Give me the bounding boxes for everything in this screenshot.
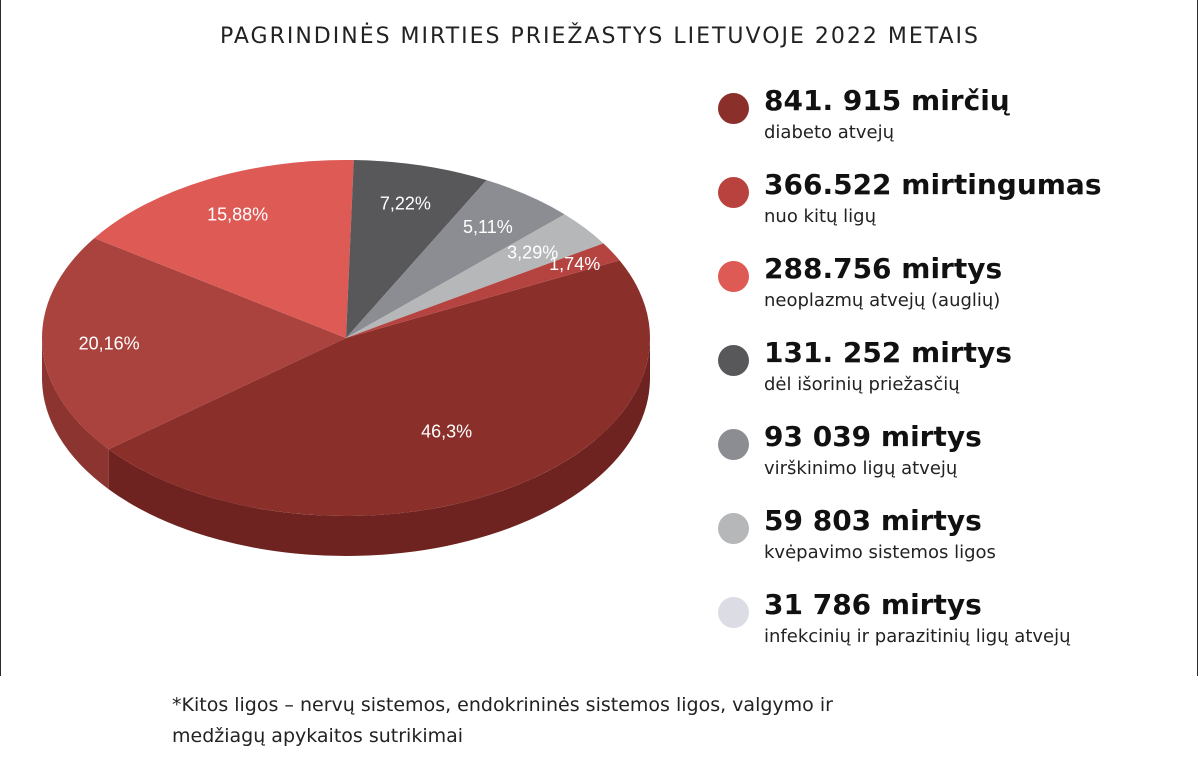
legend-description: nuo kitų ligų	[764, 206, 876, 227]
pie-labels: 46,3% 20,16% 15,88% 7,22% 5,11% 3,29%1,74%	[79, 194, 601, 442]
legend-item: 31 786 mirtys infekcinių ir parazitinių l…	[718, 588, 1188, 672]
legend-swatch	[718, 345, 749, 376]
pie-slices	[42, 159, 651, 517]
pie-slice	[94, 159, 354, 338]
legend-value: 59 803 mirtys	[764, 504, 982, 537]
chart-title: PAGRINDINĖS MIRTIES PRIEŽASTYS LIETUVOJE…	[220, 24, 980, 49]
pie-slice	[346, 243, 620, 338]
pie-slice	[42, 238, 347, 450]
legend-swatch	[718, 177, 749, 208]
pie-slice-label: 3,29%	[507, 242, 558, 262]
legend-value: 841. 915 mirčių	[764, 84, 1010, 117]
legend-value: 31 786 mirtys	[764, 588, 982, 621]
pie-slice-label: 7,22%	[380, 194, 431, 214]
legend-description: neoplazmų atvejų (auglių)	[764, 290, 1001, 311]
legend-swatch	[718, 597, 749, 628]
legend-value: 131. 252 mirtys	[764, 336, 1012, 369]
legend-description: dėl išorinių priežasčių	[764, 374, 960, 395]
pie-slice	[108, 260, 651, 517]
pie-slice-label: 20,16%	[79, 334, 140, 354]
legend: 841. 915 mirčių diabeto atvejų 366.522 mir…	[718, 84, 1188, 672]
pie-slice-label: 5,11%	[463, 217, 513, 237]
pie-chart: 46,3% 20,16% 15,88% 7,22% 5,11% 3,29%1,74%	[42, 159, 651, 556]
legend-description: infekcinių ir parazitinių ligų atvejų	[764, 626, 1071, 647]
pie-slice-label: 1,74%	[549, 254, 600, 274]
footnote: *Kitos ligos – nervų sistemos, endokrini…	[172, 690, 1072, 752]
legend-swatch	[718, 93, 749, 124]
legend-value: 93 039 mirtys	[764, 420, 982, 453]
legend-item: 59 803 mirtys kvėpavimo sistemos ligos	[718, 504, 1188, 588]
footnote-line-1: *Kitos ligos – nervų sistemos, endokrini…	[172, 694, 833, 716]
chart-frame	[0, 0, 1198, 676]
pie-slice-side	[108, 338, 651, 556]
legend-value: 366.522 mirtingumas	[764, 168, 1102, 201]
legend-item: 288.756 mirtys neoplazmų atvejų (auglių)	[718, 252, 1188, 336]
footnote-line-2: medžiagų apykaitos sutrikimai	[172, 725, 464, 747]
legend-description: virškinimo ligų atvejų	[764, 458, 958, 479]
pie-slice	[346, 180, 565, 338]
legend-item: 93 039 mirtys virškinimo ligų atvejų	[718, 420, 1188, 504]
legend-item: 131. 252 mirtys dėl išorinių priežasčių	[718, 336, 1188, 420]
legend-item: 366.522 mirtingumas nuo kitų ligų	[718, 168, 1188, 252]
pie-slice-side	[42, 338, 109, 490]
legend-description: diabeto atvejų	[764, 122, 894, 143]
pie-slice-label: 15,88%	[207, 205, 268, 225]
legend-item: 841. 915 mirčių diabeto atvejų	[718, 84, 1188, 168]
legend-swatch	[718, 513, 749, 544]
legend-description: kvėpavimo sistemos ligos	[764, 542, 996, 563]
pie-slice	[346, 160, 487, 338]
pie-slice-label: 46,3%	[421, 421, 472, 441]
legend-value: 288.756 mirtys	[764, 252, 1003, 285]
legend-swatch	[718, 261, 749, 292]
legend-swatch	[718, 429, 749, 460]
pie-slice	[346, 214, 604, 338]
pie-depth	[42, 338, 651, 556]
